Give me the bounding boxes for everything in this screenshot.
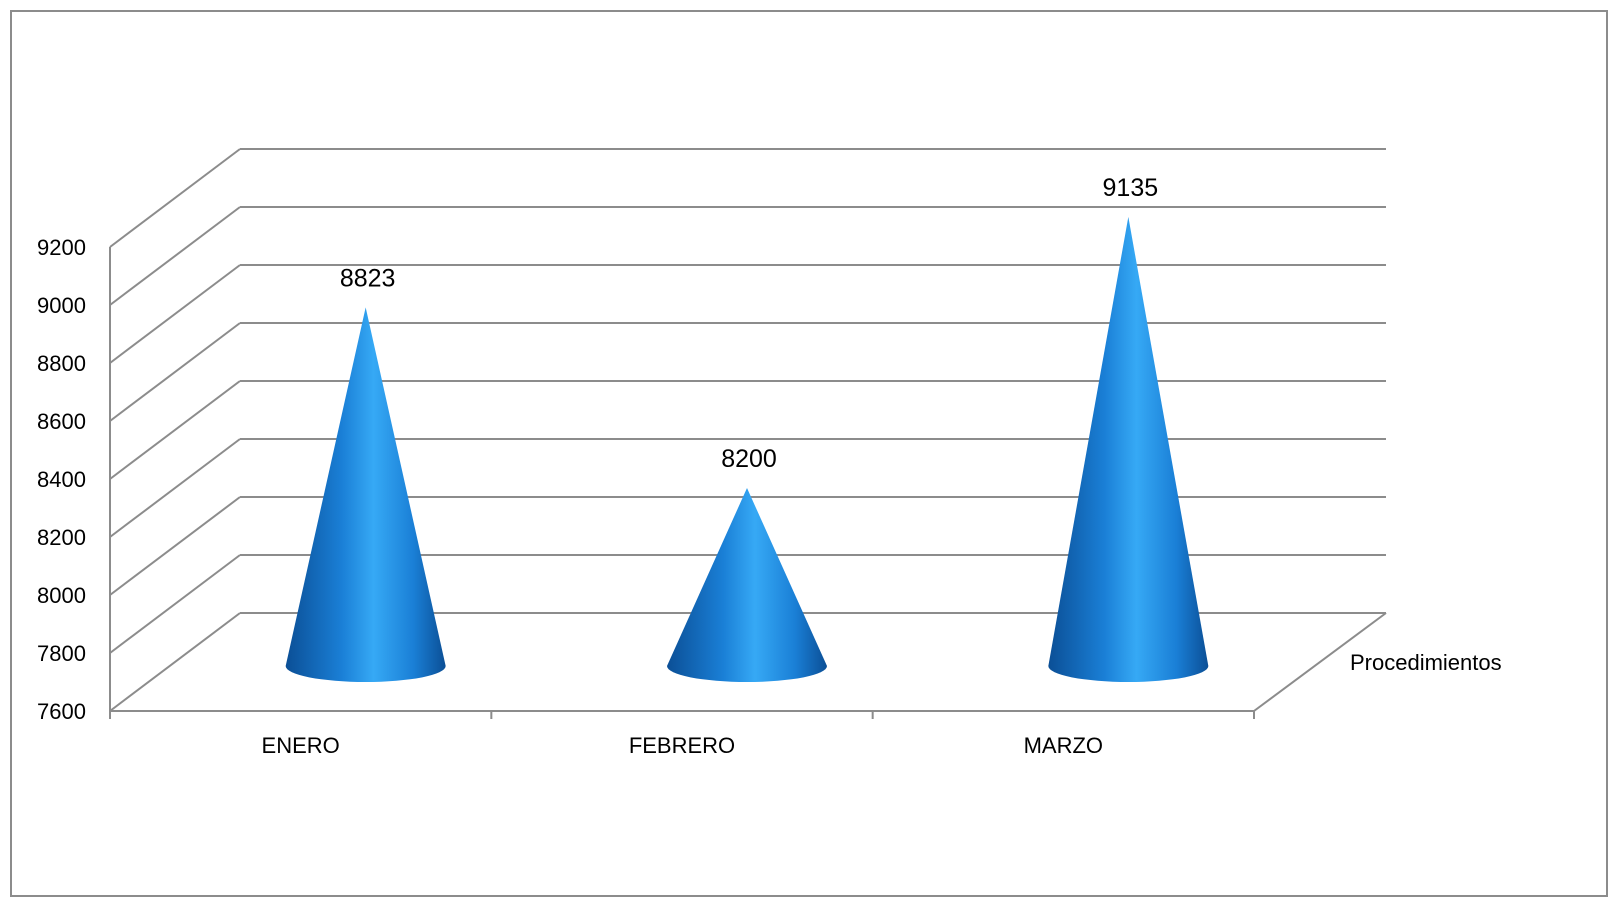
gridline-side bbox=[109, 612, 241, 712]
y-tick-label: 8200 bbox=[37, 525, 86, 550]
cone-bar bbox=[667, 488, 827, 682]
axis-layer bbox=[109, 247, 1387, 719]
gridline-side bbox=[109, 380, 241, 480]
chart-frame bbox=[10, 10, 1608, 897]
y-tick-label: 7800 bbox=[37, 641, 86, 666]
cone-body bbox=[1048, 216, 1209, 682]
cone-bar bbox=[1048, 216, 1209, 682]
data-label: 8200 bbox=[721, 445, 777, 473]
x-tick-label: ENERO bbox=[262, 733, 340, 758]
data-label: 9135 bbox=[1103, 174, 1159, 202]
series-label: Procedimientos bbox=[1350, 650, 1502, 675]
y-tick-label: 8800 bbox=[37, 351, 86, 376]
y-tick-label: 9200 bbox=[37, 235, 86, 260]
x-tick-label: FEBRERO bbox=[629, 733, 735, 758]
gridline-side bbox=[109, 322, 241, 422]
gridline-side bbox=[109, 496, 241, 596]
y-tick-label: 8000 bbox=[37, 583, 86, 608]
gridline-side bbox=[109, 148, 241, 248]
gridline-side bbox=[109, 264, 241, 364]
marks-layer bbox=[285, 216, 1209, 682]
y-tick-label: 7600 bbox=[37, 699, 86, 724]
x-tick-label: MARZO bbox=[1024, 733, 1103, 758]
text-layer: 7600 7800 8000 8200 8400 8600 8800 9000 9200 ENER… bbox=[37, 174, 1502, 758]
gridline-side bbox=[109, 554, 241, 654]
cone-bar bbox=[285, 307, 446, 682]
gridline-side bbox=[109, 438, 241, 538]
cone-body bbox=[285, 307, 446, 682]
floor-right-edge bbox=[1253, 612, 1387, 712]
y-tick-label: 8600 bbox=[37, 409, 86, 434]
cone-body bbox=[667, 488, 827, 682]
y-tick-label: 8400 bbox=[37, 467, 86, 492]
data-label: 8823 bbox=[340, 264, 396, 292]
y-tick-label: 9000 bbox=[37, 293, 86, 318]
gridline-side bbox=[109, 206, 241, 306]
